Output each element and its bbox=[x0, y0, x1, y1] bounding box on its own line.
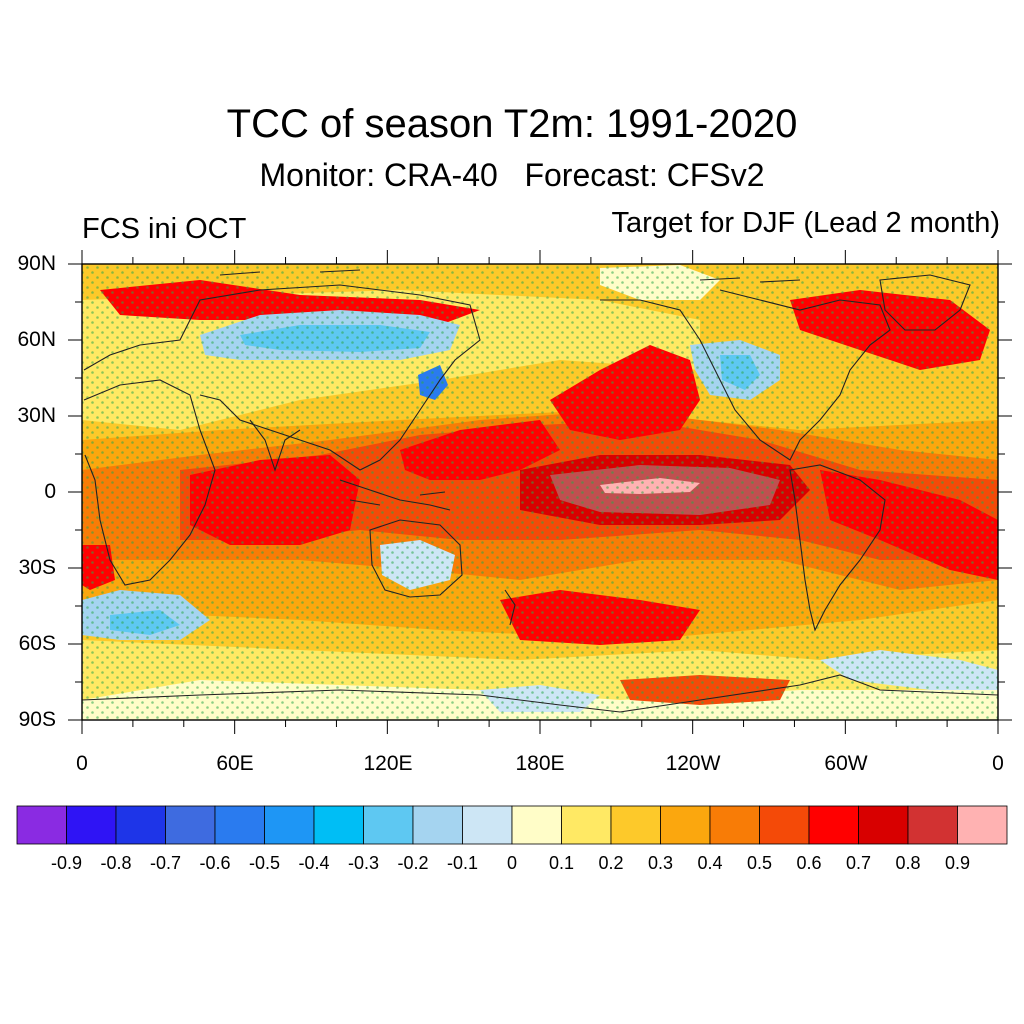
coastline-north-america bbox=[600, 289, 891, 461]
colorbar-tick-label: -0.3 bbox=[347, 853, 380, 873]
colorbar-tick-label: 0.6 bbox=[796, 853, 822, 873]
colorbar-tick-label: 0.1 bbox=[548, 853, 575, 873]
coastlines bbox=[82, 269, 998, 713]
lon-label-0: 0 bbox=[76, 752, 88, 775]
colorbar-tick-label: 0 bbox=[506, 853, 517, 873]
colorbar-tick-label: -0.9 bbox=[50, 853, 83, 873]
colorbar-swatch bbox=[709, 805, 760, 845]
significance-stipple bbox=[82, 264, 998, 720]
colorbar-swatch bbox=[214, 805, 265, 845]
lon-label-120e: 120E bbox=[363, 752, 413, 775]
coastline-australia bbox=[369, 519, 463, 598]
plot-subtitle: Monitor: CRA-40 Forecast: CFSv2 bbox=[259, 157, 765, 193]
colorbar-swatch bbox=[16, 805, 67, 845]
colorbar-swatch bbox=[115, 805, 166, 845]
colorbar-swatch bbox=[759, 805, 810, 845]
colorbar-swatch bbox=[462, 805, 513, 845]
lon-label-60e: 60E bbox=[216, 752, 254, 775]
plot-title: TCC of season T2m: 1991-2020 bbox=[226, 102, 798, 146]
lat-label-eq: 0 bbox=[44, 480, 56, 503]
lat-label-30n: 30N bbox=[17, 404, 56, 427]
coastline-greenland bbox=[879, 274, 971, 331]
lat-label-90s: 90S bbox=[18, 708, 56, 731]
lon-label-60w: 60W bbox=[824, 752, 868, 775]
colorbar-tick-label: -0.5 bbox=[248, 853, 281, 873]
colorbar-swatch bbox=[808, 805, 859, 845]
colorbar-swatch bbox=[561, 805, 612, 845]
lon-label-0-east: 0 bbox=[992, 752, 1004, 775]
colorbar-tick-label: 0.5 bbox=[746, 853, 773, 873]
target-label: Target for DJF (Lead 2 month) bbox=[611, 207, 1000, 239]
colorbar-swatch bbox=[66, 805, 117, 845]
colorbar bbox=[16, 805, 1008, 845]
colorbar-swatch bbox=[511, 805, 562, 845]
colorbar-swatch bbox=[412, 805, 463, 845]
coastline-south-america bbox=[789, 464, 886, 632]
colorbar-tick-label: 0.7 bbox=[845, 853, 872, 873]
colorbar-tick-label: 0.2 bbox=[598, 853, 624, 873]
coastline-arctic-islands bbox=[219, 269, 801, 283]
lat-label-60s: 60S bbox=[18, 632, 56, 655]
lon-label-120w: 120W bbox=[665, 752, 721, 775]
colorbar-tick-label: -0.7 bbox=[149, 853, 182, 873]
colorbar-swatch bbox=[313, 805, 364, 845]
colorbar-tick-label: -0.4 bbox=[298, 853, 330, 873]
colorbar-swatch bbox=[165, 805, 216, 845]
colorbar-tick-label: 0.3 bbox=[647, 853, 674, 873]
coastline-india bbox=[249, 419, 301, 472]
colorbar-swatch bbox=[660, 805, 711, 845]
colorbar-tick-label: -0.8 bbox=[100, 853, 132, 873]
axis-ticks bbox=[68, 250, 1012, 734]
coastline-new-zealand bbox=[504, 589, 516, 626]
colorbar-tick-label: -0.1 bbox=[446, 853, 479, 873]
lat-label-90n: 90N bbox=[17, 252, 56, 275]
colorbar-swatch bbox=[264, 805, 315, 845]
map-field bbox=[82, 264, 998, 720]
colorbar-swatch bbox=[610, 805, 661, 845]
colorbar-tick-label: 0.4 bbox=[697, 853, 723, 873]
lat-label-30s: 30S bbox=[18, 556, 56, 579]
coastline-maritime-continent bbox=[339, 479, 451, 511]
coastline-africa bbox=[83, 379, 216, 586]
lat-label-60n: 60N bbox=[17, 328, 56, 351]
colorbar-swatch bbox=[907, 805, 958, 845]
colorbar-tick-label: -0.2 bbox=[397, 853, 429, 873]
colorbar-tick-label: 0.8 bbox=[895, 853, 921, 873]
colorbar-swatch bbox=[957, 805, 1008, 845]
colorbar-swatch bbox=[858, 805, 909, 845]
coastline-eurasia bbox=[83, 284, 481, 471]
coastline-antarctica bbox=[82, 674, 998, 713]
lon-label-180e: 180E bbox=[515, 752, 565, 775]
initialization-label: FCS ini OCT bbox=[82, 213, 247, 245]
colorbar-tick-label: 0.9 bbox=[944, 853, 971, 873]
colorbar-swatch bbox=[363, 805, 414, 845]
colorbar-tick-label: -0.6 bbox=[199, 853, 231, 873]
